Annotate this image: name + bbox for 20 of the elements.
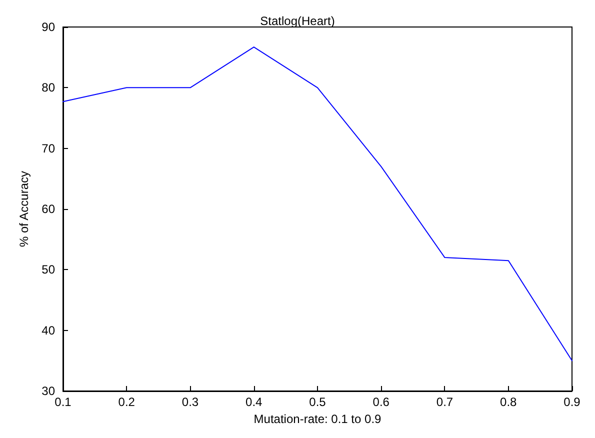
x-tick-label: 0.9 (564, 395, 581, 409)
x-tick-label: 0.4 (246, 395, 263, 409)
x-tick-label: 0.8 (500, 395, 518, 409)
y-tick-label: 30 (42, 384, 56, 398)
line-series (62, 46, 572, 362)
x-tick-label: 0.1 (54, 395, 72, 409)
y-tick-label: 40 (42, 323, 56, 338)
chart-title: Statlog(Heart) (260, 14, 335, 28)
y-tick-label: 60 (42, 202, 56, 216)
x-tick-label: 0.2 (118, 395, 136, 409)
y-tick-label: 70 (42, 141, 56, 156)
x-tick-label: 0.7 (436, 395, 454, 409)
x-tick-label: 0.6 (372, 395, 390, 409)
y-axis-title: % of Accuracy (17, 170, 31, 248)
x-axis-title: Mutation-rate: 0.1 to 0.9 (254, 412, 382, 426)
x-tick-label: 0.5 (309, 395, 326, 409)
x-tick-label: 0.3 (182, 395, 199, 409)
y-tick-label: 50 (42, 262, 56, 277)
y-tick-label: 90 (42, 20, 56, 34)
y-tick-label: 80 (42, 80, 56, 95)
